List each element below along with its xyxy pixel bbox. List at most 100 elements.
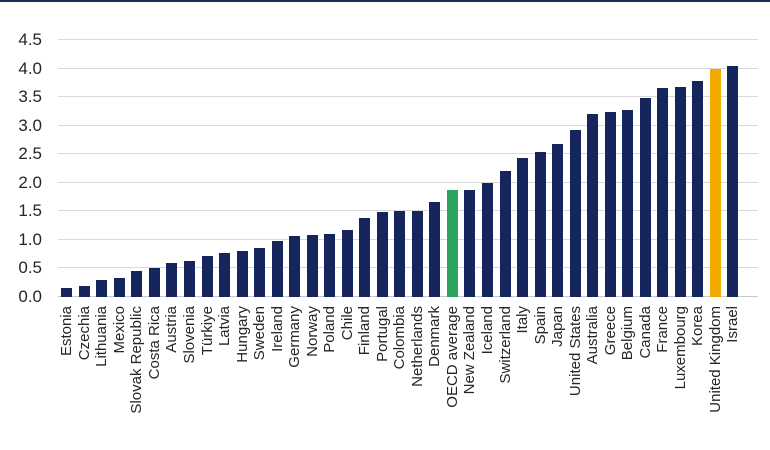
bar-slot	[461, 40, 479, 297]
x-tick-label: Poland	[321, 306, 339, 353]
x-label-slot: Chile	[339, 306, 357, 340]
bar-slot	[409, 40, 427, 297]
x-label-slot: New Zealand	[461, 306, 479, 394]
x-label-slot: Lithuania	[93, 306, 111, 367]
bar-t-rkiye	[201, 256, 213, 297]
bar-slot	[58, 40, 76, 297]
x-tick-label: Denmark	[426, 306, 444, 367]
bar-colombia	[394, 211, 406, 297]
bar-slot	[514, 40, 532, 297]
x-label-slot: Slovenia	[181, 306, 199, 364]
x-label-slot: Spain	[531, 306, 549, 344]
bar-slot	[391, 40, 409, 297]
x-label-slot: Japan	[549, 306, 567, 347]
bar-united-states	[569, 130, 581, 297]
bar-slot	[672, 40, 690, 297]
x-label-slot: Mexico	[111, 306, 129, 354]
x-tick-label: Latvia	[216, 306, 234, 347]
x-tick-label: New Zealand	[461, 306, 479, 395]
bar-sweden	[254, 248, 266, 297]
x-label-slot: Greece	[601, 306, 619, 355]
x-tick-label: Hungary	[233, 306, 251, 363]
bar-portugal	[376, 212, 388, 297]
y-tick-label: 4.0	[18, 58, 42, 78]
bar-chile	[341, 230, 353, 297]
x-tick-label: Japan	[549, 306, 567, 347]
x-tick-label: Italy	[514, 306, 532, 334]
bar-slot	[268, 40, 286, 297]
bar-slot	[689, 40, 707, 297]
bar-israel	[727, 66, 739, 297]
bar-slot	[128, 40, 146, 297]
y-tick-label: 3.0	[18, 115, 42, 135]
bar-finland	[359, 218, 371, 297]
x-tick-label: Slovenia	[180, 306, 198, 364]
x-label-slot: Austria	[163, 306, 181, 353]
bar-slot	[479, 40, 497, 297]
x-tick-label: Türkiye	[198, 306, 216, 356]
x-tick-label: Korea	[689, 306, 707, 347]
bar-slot	[619, 40, 637, 297]
bar-slot	[233, 40, 251, 297]
x-tick-label: Sweden	[251, 306, 269, 361]
gridline	[58, 210, 758, 212]
bar-slot	[111, 40, 129, 297]
top-border-line	[0, 0, 770, 2]
gridline	[58, 67, 758, 69]
x-tick-label: Finland	[356, 306, 374, 356]
x-label-slot: Canada	[637, 306, 655, 359]
x-label-slot: Ireland	[268, 306, 286, 352]
bar-slot	[216, 40, 234, 297]
x-label-slot: Korea	[689, 306, 707, 346]
x-tick-label: Colombia	[391, 306, 409, 370]
bar-new-zealand	[464, 190, 476, 297]
x-tick-label: Iceland	[479, 306, 497, 355]
x-tick-label: Slovak Republic	[128, 306, 146, 414]
bar-australia	[587, 114, 599, 297]
x-label-slot: Costa Rica	[146, 306, 164, 379]
x-tick-label: Spain	[531, 306, 549, 345]
bar-luxembourg	[674, 87, 686, 297]
bar-iceland	[482, 183, 494, 297]
bar-slot	[374, 40, 392, 297]
x-label-slot: France	[654, 306, 672, 353]
x-tick-label: Netherlands	[408, 306, 426, 387]
x-tick-label: Czechia	[75, 306, 93, 361]
bar-hungary	[236, 251, 248, 297]
y-tick-label: 0.0	[18, 287, 42, 306]
x-label-slot: Sweden	[251, 306, 269, 360]
gridline	[58, 238, 758, 240]
x-tick-label: Estonia	[58, 306, 76, 357]
x-label-slot: Estonia	[58, 306, 76, 356]
bar-slot	[549, 40, 567, 297]
gridline	[58, 124, 758, 126]
x-tick-label: Switzerland	[496, 306, 514, 384]
bars-layer	[58, 40, 742, 297]
bar-france	[657, 88, 669, 297]
x-tick-label: Belgium	[619, 306, 637, 361]
bar-greece	[604, 112, 616, 297]
bar-estonia	[61, 288, 73, 297]
x-label-slot: Portugal	[374, 306, 392, 362]
bar-slot	[163, 40, 181, 297]
x-label-slot: Latvia	[216, 306, 234, 346]
bar-italy	[517, 158, 529, 297]
x-label-slot: Luxembourg	[672, 306, 690, 389]
bar-austria	[166, 263, 178, 297]
bar-slovak-republic	[131, 271, 143, 297]
x-label-slot: Czechia	[76, 306, 94, 360]
bar-slovenia	[183, 261, 195, 297]
x-label-slot: Australia	[584, 306, 602, 364]
x-tick-label: OECD average	[443, 306, 461, 408]
x-tick-label: Israel	[724, 306, 742, 343]
bar-denmark	[429, 202, 441, 297]
x-tick-label: Portugal	[373, 306, 391, 362]
x-tick-label: United States	[566, 306, 584, 397]
x-tick-label: Norway	[303, 306, 321, 357]
bar-slot	[584, 40, 602, 297]
x-label-slot: Norway	[303, 306, 321, 357]
x-axis-baseline	[58, 296, 758, 297]
bar-slot	[303, 40, 321, 297]
bar-ireland	[271, 241, 283, 297]
